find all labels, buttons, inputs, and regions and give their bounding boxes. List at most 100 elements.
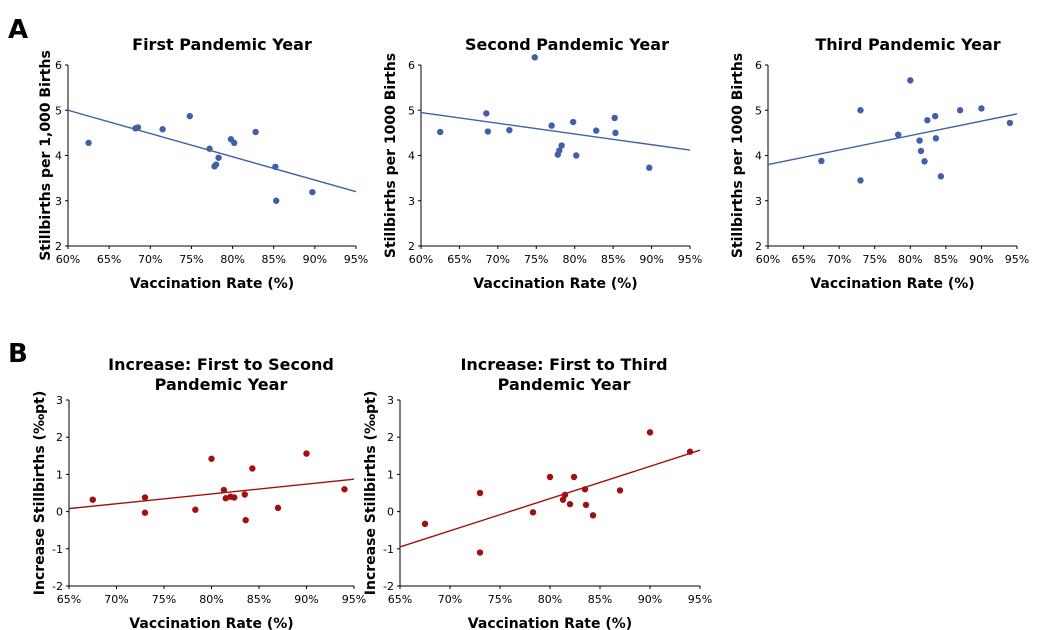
x-tick-label: 95% (342, 593, 366, 606)
x-axis-label: Vaccination Rate (%) (473, 276, 637, 292)
x-axis-label: Vaccination Rate (%) (468, 616, 632, 630)
x-tick-label: 75% (488, 593, 512, 606)
trend-line (767, 113, 1018, 166)
data-point (215, 154, 222, 161)
data-point (437, 128, 444, 136)
data-point (309, 188, 316, 196)
x-tick-label: 75% (179, 253, 203, 266)
data-point (857, 107, 864, 114)
data-point (531, 54, 538, 61)
data-point (1006, 119, 1014, 127)
data-point (186, 112, 193, 120)
data-point (134, 124, 142, 131)
chart-3: Third Pandemic Year 60% 65% 70% 75% 80% 85% 90%… (730, 35, 1029, 292)
x-tick-label: 75% (524, 253, 548, 266)
y-tick-label: 2 (56, 431, 63, 444)
y-tick-label: 6 (55, 59, 62, 72)
y-tick-label: -2 (52, 580, 63, 593)
data-point (556, 147, 563, 154)
data-point (916, 137, 923, 144)
x-tick-label: 80% (199, 593, 223, 606)
x-tick-label: 75% (862, 253, 886, 266)
data-point (561, 491, 569, 499)
x-tick-label: 80% (538, 593, 562, 606)
x-axis-label: Vaccination Rate (%) (129, 616, 293, 630)
data-point (421, 520, 429, 528)
y-tick-label: 0 (56, 506, 63, 519)
y-axis-label: Stillbirths per 1,000 Births (38, 50, 54, 261)
y-tick-label: 2 (755, 240, 762, 253)
data-point (616, 487, 624, 494)
data-point (212, 161, 220, 168)
data-point (907, 77, 914, 84)
x-tick-label: 70% (827, 253, 851, 266)
x-tick-label: 80% (898, 253, 922, 266)
data-point (272, 197, 280, 204)
data-point (818, 157, 825, 165)
x-axis-label: Vaccination Rate (%) (130, 276, 294, 292)
panel-label-a: A (8, 15, 28, 45)
y-axis-label: Stillbirths per 1000 Births (730, 53, 746, 258)
x-tick-label: 85% (261, 253, 285, 266)
x-tick-label: 60% (409, 253, 433, 266)
data-point (242, 516, 249, 524)
chart-1: First Pandemic Year 60% 65% 70% 75% 80% 85% 90%… (38, 35, 368, 292)
y-tick-label: 5 (55, 104, 62, 117)
chart-title-line: Pandemic Year (498, 375, 631, 394)
y-tick-label: 4 (408, 150, 415, 163)
y-tick-label: 5 (755, 104, 762, 117)
data-point (272, 163, 279, 171)
y-tick-label: 5 (408, 104, 415, 117)
data-point (921, 158, 928, 165)
data-point (611, 114, 618, 122)
x-tick-label: 95% (344, 253, 368, 266)
data-point (932, 135, 940, 142)
chart-2: Second Pandemic Year 60% 65% 70% 75% 80% 85% 90… (383, 35, 702, 292)
data-point (249, 465, 256, 472)
y-tick-label: 3 (755, 195, 762, 208)
data-point (956, 107, 964, 114)
x-tick-label: 95% (688, 593, 712, 606)
y-axis-label: Increase Stillbirths (‰pt) (32, 391, 48, 595)
y-tick-label: -1 (52, 543, 63, 556)
data-point (341, 486, 348, 493)
data-point (303, 450, 310, 457)
y-tick-label: 3 (387, 394, 394, 407)
y-tick-label: 6 (408, 59, 415, 72)
data-point (569, 118, 577, 126)
y-tick-label: 4 (55, 150, 62, 163)
data-point (159, 126, 166, 133)
data-point (241, 491, 248, 498)
x-tick-label: 70% (486, 253, 510, 266)
y-tick-label: 0 (387, 506, 394, 519)
data-point (978, 105, 985, 112)
charts-group: First Pandemic Year 60% 65% 70% 75% 80% 85% 90%… (32, 35, 1029, 630)
data-point (937, 173, 945, 180)
trend-line (420, 111, 691, 151)
y-tick-label: 2 (387, 431, 394, 444)
x-tick-label: 65% (447, 253, 471, 266)
data-point (192, 506, 199, 513)
data-point (581, 486, 589, 493)
data-point (566, 500, 574, 508)
x-tick-label: 90% (638, 593, 662, 606)
data-point (141, 509, 149, 516)
trend-line (67, 109, 357, 193)
data-point (646, 429, 654, 436)
data-point (646, 164, 653, 171)
trend-line (68, 478, 355, 510)
x-tick-label: 90% (639, 253, 663, 266)
panel-label-b: B (8, 339, 28, 369)
x-tick-label: 85% (588, 593, 612, 606)
data-point (559, 496, 567, 503)
data-point (206, 145, 213, 152)
x-tick-label: 65% (388, 593, 412, 606)
x-tick-label: 90% (303, 253, 327, 266)
x-tick-label: 80% (562, 253, 586, 266)
data-point (89, 496, 96, 503)
data-point (231, 139, 238, 147)
data-point (686, 448, 694, 455)
data-point (220, 486, 228, 494)
